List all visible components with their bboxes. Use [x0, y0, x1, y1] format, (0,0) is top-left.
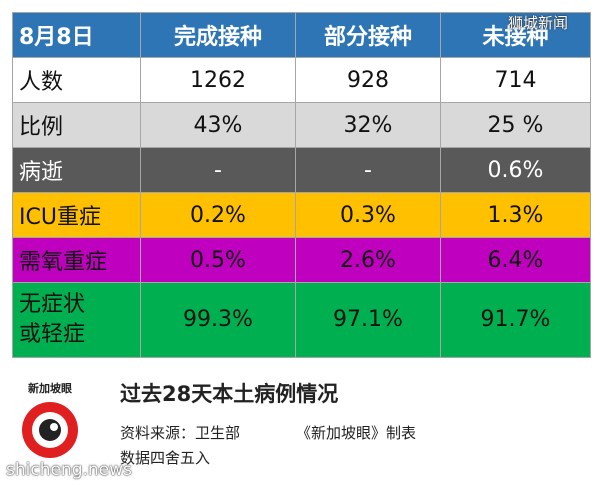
- table-row: 比例 43% 32% 25 %: [12, 102, 591, 148]
- cell: -: [295, 147, 441, 193]
- watermark: 狮城新闻: [508, 14, 569, 32]
- cell: 完成接种: [140, 12, 296, 58]
- row-label: 需氧重症: [12, 237, 141, 283]
- watermark: shicheng.news: [6, 460, 132, 480]
- cell: 2.6%: [295, 237, 441, 283]
- caption-source: 资料来源：卫生部: [120, 424, 241, 442]
- cell: 0.6%: [440, 147, 591, 193]
- cell: 99.3%: [140, 282, 296, 358]
- cell: 1.3%: [440, 192, 591, 238]
- cell: -: [140, 147, 296, 193]
- table-row: 无症状 或轻症 99.3% 97.1% 91.7%: [12, 282, 591, 358]
- cell: 25 %: [440, 102, 591, 148]
- logo-text: 新加坡眼: [28, 381, 72, 395]
- vaccination-table: 8月8日 完成接种 部分接种 未接种 人数 1262 928 714 比例 43% 32% 25 % 病…: [12, 12, 591, 358]
- table-row: 病逝 - -0.6%: [12, 147, 591, 193]
- row-label: 比例: [12, 102, 141, 148]
- cell: 0.2%: [140, 192, 296, 238]
- cell: 0.3%: [295, 192, 441, 238]
- cell: 部分接种: [295, 12, 441, 58]
- cell: 未接种: [440, 12, 591, 58]
- header-row: 8月8日 完成接种 部分接种 未接种: [12, 12, 591, 58]
- table-row: 需氧重症 0.5% 2.6% 6.4%: [12, 237, 591, 283]
- cell: 91.7%: [440, 282, 591, 358]
- row-label: 8月8日: [12, 12, 141, 58]
- cell: 97.1%: [295, 282, 441, 358]
- cell: 6.4%: [440, 237, 591, 283]
- table-row: ICU重症 0.2% 0.3% 1.3%: [12, 192, 591, 238]
- row-label: ICU重症: [12, 192, 141, 238]
- cell: 43%: [140, 102, 296, 148]
- cell: 32%: [295, 102, 441, 148]
- caption-note: 数据四舍五入: [120, 449, 211, 467]
- table-row: 人数 1262 928 714: [12, 57, 591, 103]
- caption-maker: 《新加坡眼》制表: [296, 424, 417, 442]
- logo-eye: [39, 419, 61, 441]
- caption-title: 过去28天本土病例情况: [120, 382, 339, 406]
- row-label: 无症状 或轻症: [12, 282, 141, 358]
- row-label: 人数: [12, 57, 141, 103]
- cell: 928: [295, 57, 441, 103]
- cell: 0.5%: [140, 237, 296, 283]
- logo: 新加坡眼: [22, 381, 78, 458]
- cell: 1262: [140, 57, 296, 103]
- row-label: 病逝: [12, 147, 141, 193]
- logo-pupil: [50, 423, 58, 431]
- cell: 714: [440, 57, 591, 103]
